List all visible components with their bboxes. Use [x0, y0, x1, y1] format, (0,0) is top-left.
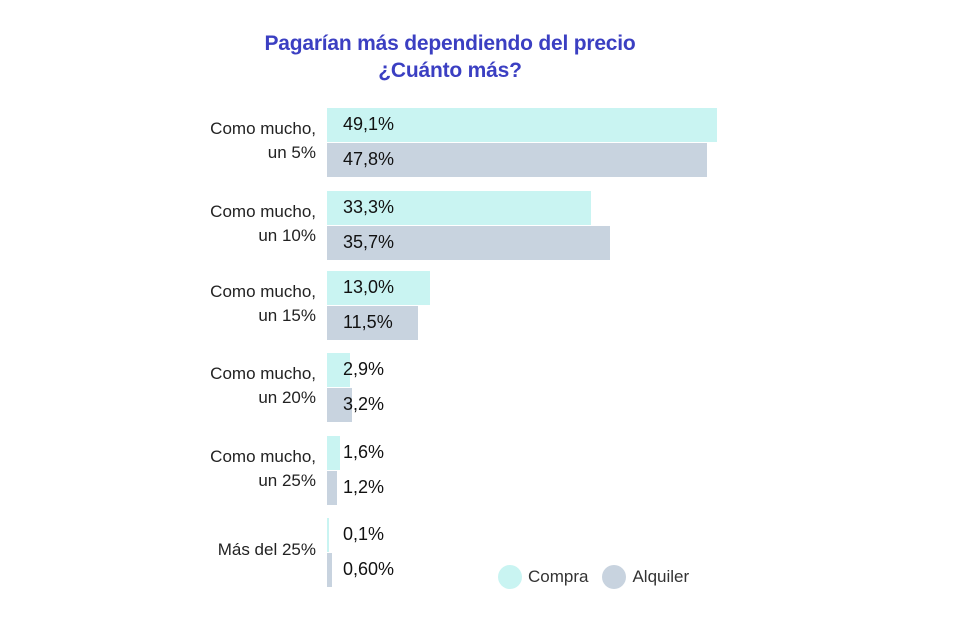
- value-label-alquiler: 35,7%: [343, 232, 395, 252]
- category-label: Más del 25%: [217, 540, 316, 559]
- bar-group: Como mucho, un 10% 33,3% 35,7%: [0, 191, 957, 260]
- value-label-compra: 33,3%: [343, 197, 395, 217]
- bar-group: Más del 25% 0,1% 0,60%: [0, 518, 957, 587]
- bar-group: Como mucho, un 25% 1,6% 1,2%: [0, 436, 957, 505]
- chart-title-line1: Pagarían más dependiendo del precio: [264, 32, 636, 55]
- bar-alquiler[interactable]: [327, 553, 332, 587]
- bar-group: Como mucho, un 15% 13,0% 11,5%: [0, 271, 957, 340]
- category-label: Como mucho, un 15%: [156, 280, 316, 328]
- chart-title: Pagarían más dependiendo del precio ¿Cuá…: [0, 30, 900, 84]
- value-label-compra: 49,1%: [343, 114, 395, 134]
- bar-alquiler[interactable]: [327, 143, 707, 177]
- category-label-line2: un 25%: [258, 471, 316, 490]
- category-label-line1: Como mucho,: [210, 364, 316, 383]
- bar-group: Como mucho, un 20% 2,9% 3,2%: [0, 353, 957, 422]
- category-label-line1: Como mucho,: [210, 202, 316, 221]
- bar-compra[interactable]: [327, 108, 717, 142]
- category-label-line1: Como mucho,: [210, 282, 316, 301]
- legend-label-alquiler: Alquiler: [632, 567, 690, 586]
- bar-compra[interactable]: [327, 271, 431, 305]
- legend: Compra Alquiler: [498, 565, 703, 589]
- value-label-alquiler: 11,5%: [343, 312, 393, 332]
- legend-item-compra[interactable]: Compra: [498, 565, 588, 589]
- category-label-line2: un 15%: [258, 306, 316, 325]
- category-label-line2: un 10%: [258, 226, 316, 245]
- bar-compra[interactable]: [327, 436, 340, 470]
- value-label-compra: 13,0%: [343, 277, 395, 297]
- bar-compra[interactable]: [327, 191, 592, 225]
- bar-alquiler[interactable]: [327, 226, 611, 260]
- bar-alquiler[interactable]: [327, 306, 419, 340]
- bar-group: Como mucho, un 5% 49,1% 47,8%: [0, 108, 957, 177]
- bar-compra[interactable]: [327, 353, 351, 387]
- bar-alquiler[interactable]: [327, 388, 353, 422]
- category-label: Como mucho, un 5%: [156, 117, 316, 165]
- value-label-alquiler: 3,2%: [343, 394, 385, 414]
- value-label-alquiler: 47,8%: [343, 149, 395, 169]
- category-label-line1: Como mucho,: [210, 119, 316, 138]
- value-label-compra: 0,1%: [343, 524, 385, 544]
- value-label-compra: 2,9%: [343, 359, 385, 379]
- legend-item-alquiler[interactable]: Alquiler: [602, 565, 689, 589]
- legend-swatch-compra-icon: [498, 565, 522, 589]
- category-label: Como mucho, un 20%: [156, 362, 316, 410]
- chart-title-line2: ¿Cuánto más?: [378, 59, 522, 82]
- category-label: Como mucho, un 10%: [156, 200, 316, 248]
- category-label: Como mucho, un 25%: [156, 445, 316, 493]
- category-label-line2: un 5%: [267, 143, 316, 162]
- value-label-compra: 1,6%: [343, 442, 385, 462]
- value-label-alquiler: 0,60%: [343, 559, 395, 579]
- category-label-line1: Como mucho,: [210, 447, 316, 466]
- bar-compra[interactable]: [327, 518, 329, 552]
- bar-alquiler[interactable]: [327, 471, 337, 505]
- legend-swatch-alquiler-icon: [602, 565, 627, 589]
- value-label-alquiler: 1,2%: [343, 477, 385, 497]
- legend-label-compra: Compra: [528, 567, 589, 586]
- category-label-line2: un 20%: [258, 388, 316, 407]
